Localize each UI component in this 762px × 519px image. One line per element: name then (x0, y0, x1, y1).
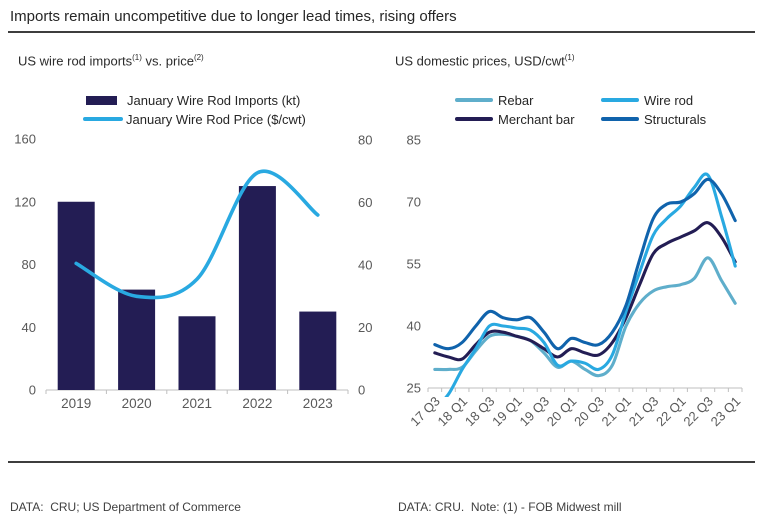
left-chart-import-bars (57, 186, 337, 390)
import-bar-2020 (118, 289, 156, 390)
svg-text:0: 0 (358, 383, 365, 398)
svg-text:22 Q1: 22 Q1 (653, 394, 689, 430)
right-chart-y-axis-labels: 25 40 55 70 85 (407, 133, 421, 396)
svg-text:18 Q1: 18 Q1 (435, 394, 471, 430)
right-chart-series-lines (433, 172, 737, 397)
right-chart-title: US domestic prices, USD/cwt(1) (395, 53, 575, 68)
legend-item-wire-rod: Wire rod (601, 92, 694, 108)
merchant-bar-line-swatch (455, 117, 493, 121)
footer-source-left: DATA: CRU; US Department of Commerce Not… (10, 467, 298, 519)
svg-text:2022: 2022 (242, 396, 272, 411)
svg-text:17 Q3: 17 Q3 (407, 394, 443, 430)
title-underline (8, 31, 755, 33)
left-chart-price-line (74, 169, 320, 300)
footer-source-right: DATA: CRU. Note: (1) - FOB Midwest mill (398, 467, 622, 519)
legend-item-rebar: Rebar (455, 92, 534, 108)
import-bar-2023 (299, 311, 337, 390)
import-bar-2021 (178, 316, 216, 390)
import-bar-2019 (57, 201, 95, 390)
svg-text:21 Q3: 21 Q3 (626, 394, 662, 430)
svg-text:40: 40 (22, 320, 36, 335)
left-chart-axes (45, 389, 349, 394)
svg-text:60: 60 (358, 195, 372, 210)
legend-item-imports: January Wire Rod Imports (kt) (86, 92, 301, 108)
svg-text:21 Q1: 21 Q1 (598, 394, 634, 430)
legend-label-price: January Wire Rod Price ($/cwt) (126, 111, 306, 127)
imports-bar-swatch (86, 95, 117, 105)
svg-text:70: 70 (407, 195, 421, 210)
svg-text:20 Q3: 20 Q3 (571, 394, 607, 430)
legend-item-price: January Wire Rod Price ($/cwt) (83, 111, 306, 127)
left-chart-title-text-2: vs. price (141, 53, 194, 69)
wire-rod-line-swatch (601, 98, 639, 102)
svg-text:40: 40 (407, 319, 421, 334)
right-chart-title-text: US domestic prices, USD/cwt (395, 53, 565, 69)
svg-text:80: 80 (22, 257, 36, 272)
svg-text:160: 160 (14, 132, 36, 147)
legend-item-structurals: Structurals (601, 111, 707, 127)
legend-label-structurals: Structurals (644, 111, 707, 127)
import-bar-2022 (238, 186, 276, 390)
price-line-swatch (83, 117, 123, 121)
svg-text:2023: 2023 (303, 396, 333, 411)
svg-text:85: 85 (407, 133, 421, 148)
svg-text:2019: 2019 (61, 396, 91, 411)
left-chart-title-text: US wire rod imports (18, 53, 133, 69)
left-chart-y-axis-left-labels: 0 40 80 120 160 (14, 132, 36, 398)
left-chart-title: US wire rod imports(1) vs. price(2) (18, 53, 204, 68)
left-chart-title-footnote-1: (1) (132, 53, 142, 62)
footer-source-right-line1: DATA: CRU. Note: (1) - FOB Midwest mill (398, 500, 622, 514)
svg-text:18 Q3: 18 Q3 (462, 394, 498, 430)
svg-text:20 Q1: 20 Q1 (544, 394, 580, 430)
right-chart-axes (427, 387, 743, 392)
svg-text:22 Q3: 22 Q3 (680, 394, 716, 430)
legend-item-merchant-bar: Merchant bar (455, 111, 575, 127)
svg-text:120: 120 (14, 194, 36, 209)
series-line-merchant-bar (433, 221, 737, 362)
page-title: Imports remain uncompetitive due to long… (10, 8, 457, 25)
footer-source-left-line1: DATA: CRU; US Department of Commerce (10, 500, 241, 514)
svg-text:23 Q1: 23 Q1 (708, 394, 744, 430)
charts-canvas: 0 40 80 120 160 0 20 40 60 80 2019 2020 2021 2022 2023… (14, 132, 743, 430)
series-line-structurals (433, 177, 737, 351)
svg-text:2021: 2021 (182, 396, 212, 411)
structurals-line-swatch (601, 117, 639, 121)
legend-label-imports: January Wire Rod Imports (kt) (127, 92, 301, 108)
rebar-line-swatch (455, 98, 493, 102)
svg-text:55: 55 (407, 257, 421, 272)
left-chart-y-axis-right-labels: 0 20 40 60 80 (358, 133, 372, 398)
svg-text:25: 25 (407, 381, 421, 396)
legend-label-merchant-bar: Merchant bar (498, 111, 575, 127)
legend-label-wire-rod: Wire rod (644, 92, 694, 108)
left-chart-x-axis-labels: 2019 2020 2021 2022 2023 (61, 396, 333, 411)
svg-text:19 Q3: 19 Q3 (516, 394, 552, 430)
legend-label-rebar: Rebar (498, 92, 534, 108)
svg-text:2020: 2020 (122, 396, 152, 411)
svg-text:40: 40 (358, 258, 372, 273)
series-line-rebar (433, 256, 737, 378)
series-line-wire-rod (444, 172, 737, 397)
footer-divider (8, 461, 755, 463)
left-chart-title-footnote-2: (2) (193, 53, 204, 62)
svg-text:19 Q1: 19 Q1 (489, 394, 525, 430)
right-chart-title-footnote-1: (1) (564, 53, 575, 62)
svg-text:20: 20 (358, 320, 372, 335)
svg-text:80: 80 (358, 133, 372, 148)
svg-text:0: 0 (29, 383, 36, 398)
